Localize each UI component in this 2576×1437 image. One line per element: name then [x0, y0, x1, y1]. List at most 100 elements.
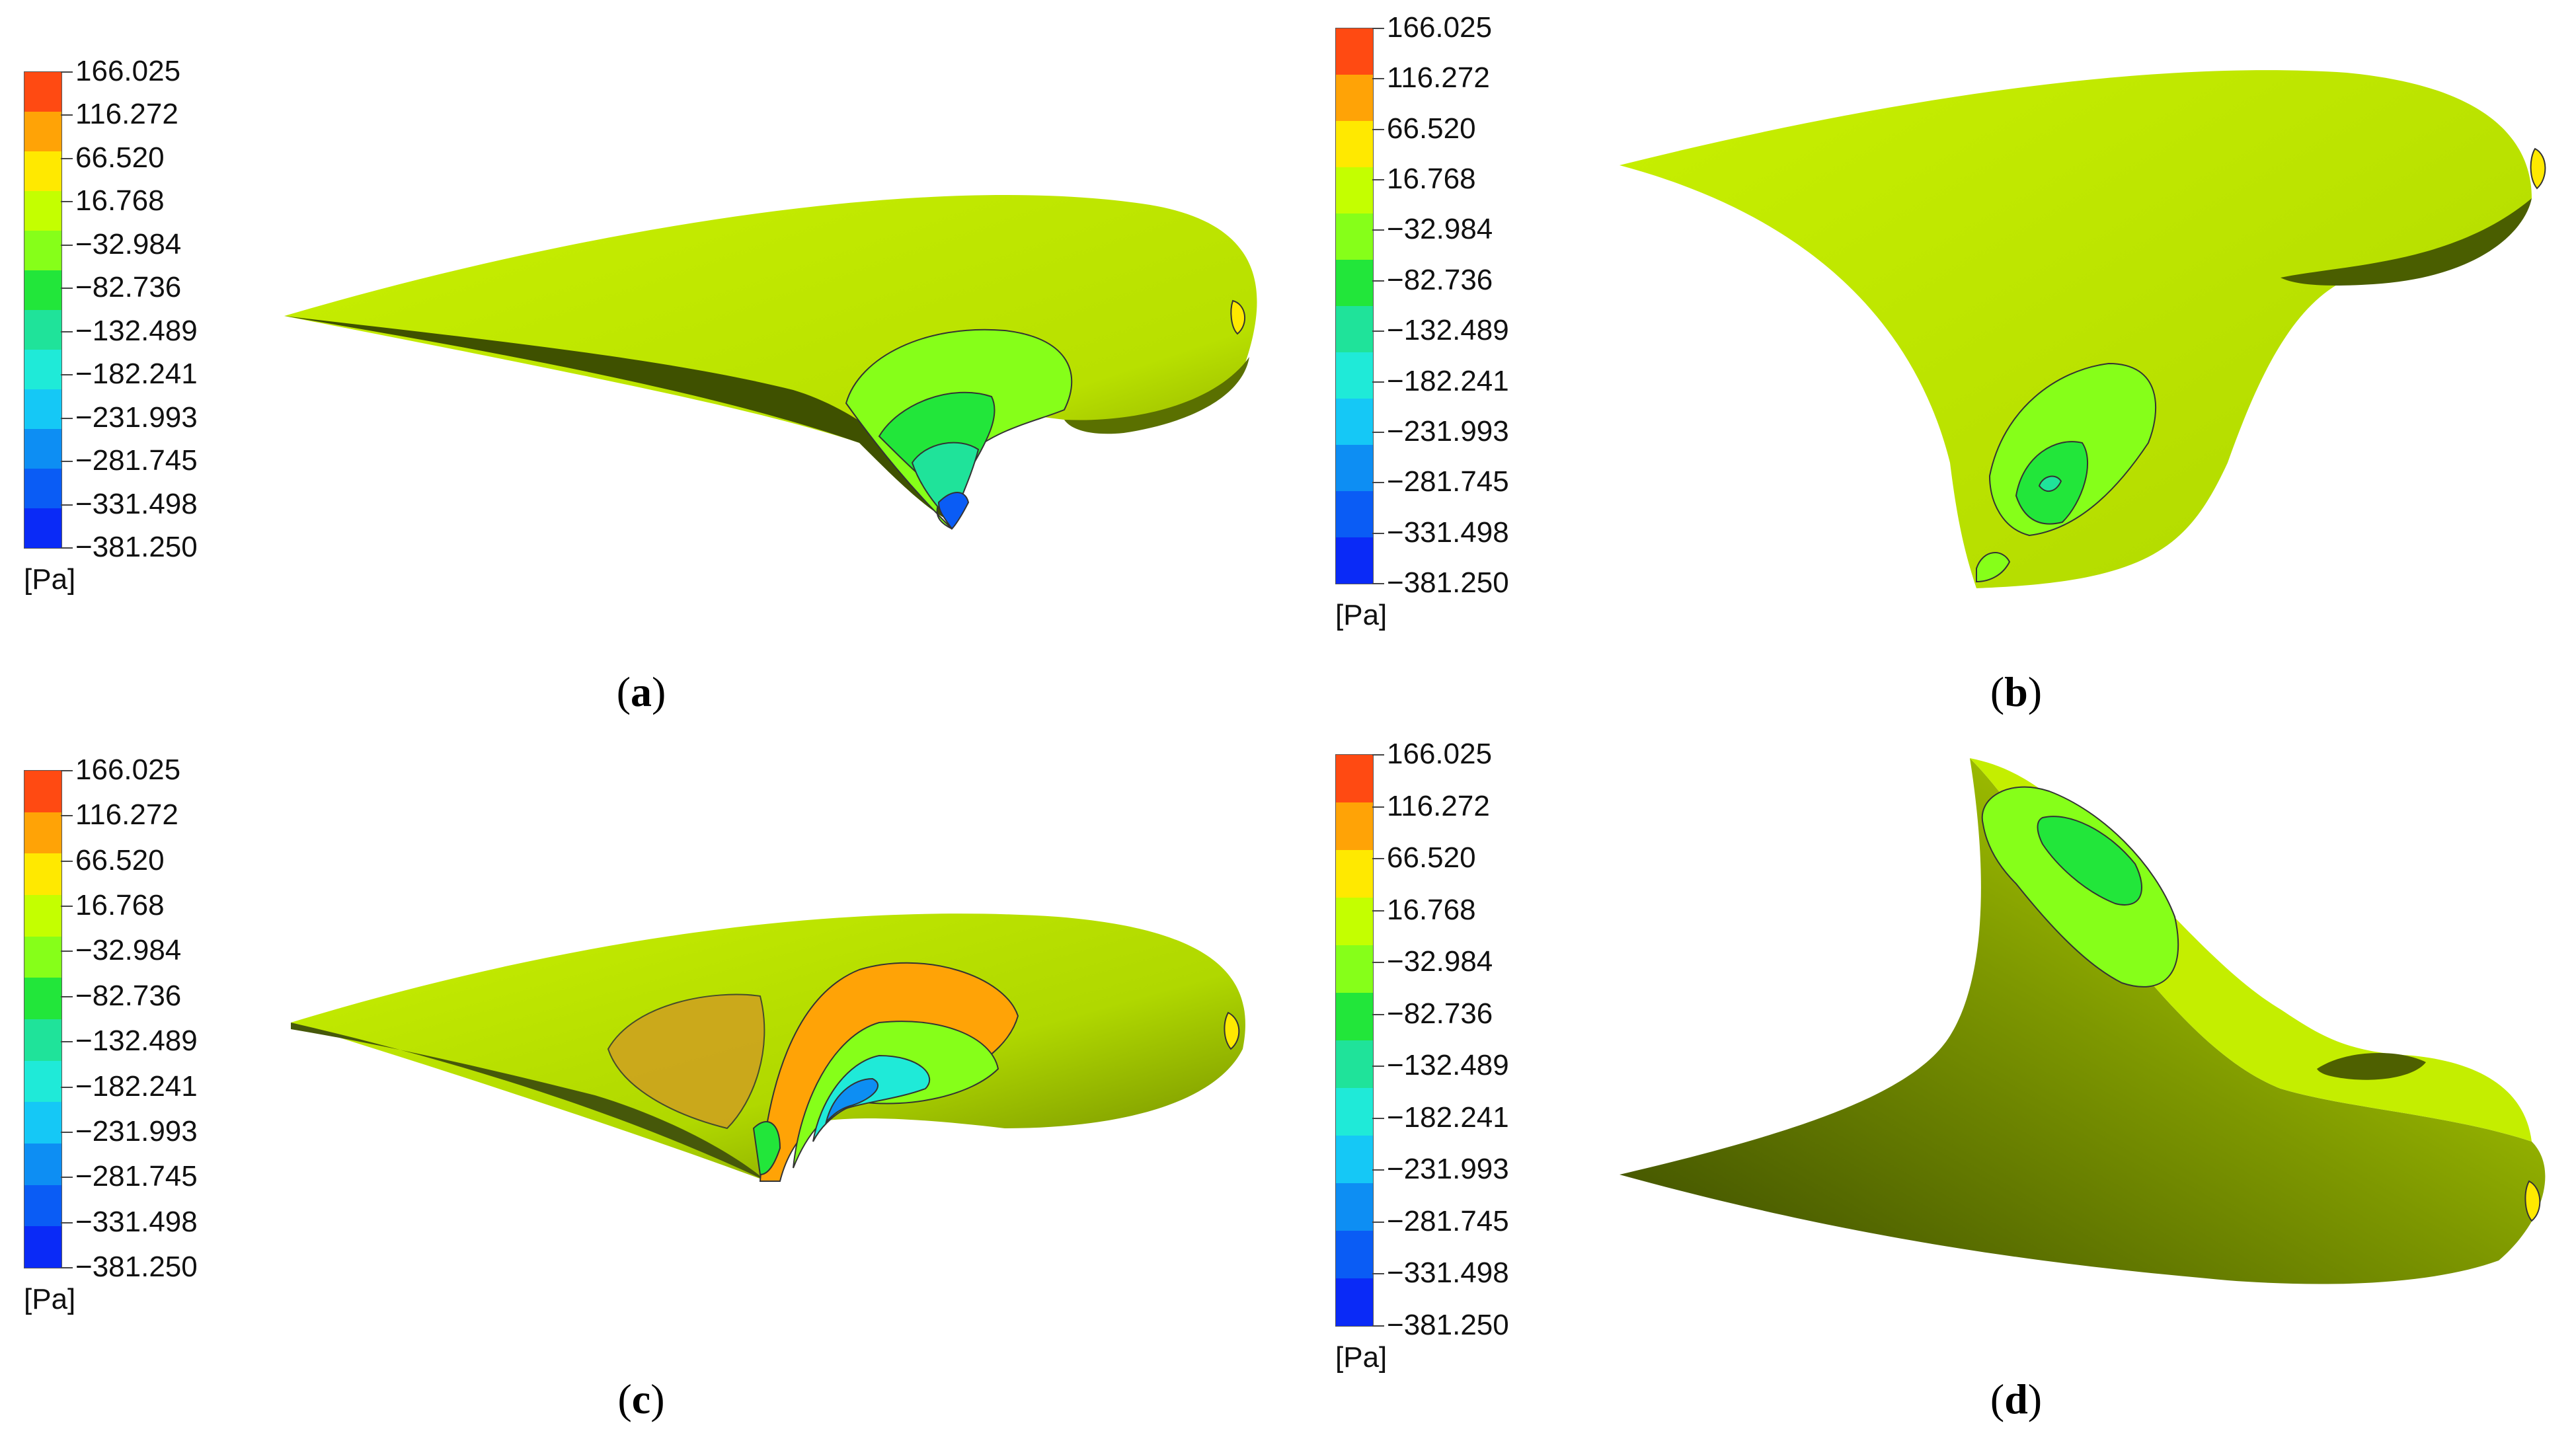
colorbar-tick-label: 116.272 [1387, 789, 1490, 822]
colorbar-tick [61, 71, 73, 73]
colorbar-tick [61, 815, 73, 817]
colorbar-unit: [Pa] [1335, 599, 1387, 631]
colorbar-tick-label: −281.745 [1387, 1204, 1509, 1237]
colorbar-tick-label: −331.498 [75, 487, 198, 520]
colorbar-tick [61, 1177, 73, 1179]
colorbar-cell [24, 978, 61, 1019]
colorbar-cell [1336, 399, 1373, 445]
colorbar-tick-label: 166.025 [75, 754, 181, 786]
colorbar-tick-label: 16.768 [75, 184, 165, 217]
caption-b: (b) [1990, 668, 2043, 715]
colorbar-tick [1372, 482, 1384, 484]
colorbar-cell [1336, 1231, 1373, 1278]
colorbar-tick-label: −231.993 [1387, 1153, 1509, 1186]
colorbar-cell [24, 72, 61, 112]
colorbar-tick-label: −32.984 [75, 227, 182, 260]
colorbar-cell [24, 1144, 61, 1185]
colorbar-tick [61, 951, 73, 952]
colorbar-tick [1372, 330, 1384, 332]
colorbar-tick [1372, 1325, 1384, 1327]
colorbar-tick-label: 66.520 [75, 843, 165, 876]
blade-surface-c [291, 913, 1245, 1182]
colorbar-cell [24, 853, 61, 895]
colorbar-tick-label: −132.489 [1387, 1049, 1509, 1082]
colorbar-cell [24, 151, 61, 191]
colorbar-cell [24, 936, 61, 978]
colorbar-tick [1372, 754, 1384, 756]
colorbar-tick-label: −281.745 [75, 1160, 198, 1193]
colorbar-cell [1336, 755, 1373, 802]
colorbar-tick-label: −231.993 [75, 401, 198, 434]
colorbar-tick-label: −331.498 [1387, 1257, 1509, 1290]
colorbar-tick-label: −231.993 [75, 1114, 198, 1147]
colorbar-tick-label: −381.250 [1387, 1309, 1509, 1341]
colorbar-tick [61, 906, 73, 908]
colorbar-tick-label: −82.736 [1387, 997, 1493, 1030]
colorbar-cell [1336, 802, 1373, 850]
colorbar-d [1335, 754, 1374, 1327]
colorbar-tick [1372, 1169, 1384, 1171]
colorbar-cell [24, 429, 61, 469]
colorbar-tick-label: −381.250 [75, 531, 198, 563]
colorbar-cell [24, 350, 61, 389]
colorbar-cell [24, 231, 61, 270]
colorbar-tick-label: −82.736 [75, 979, 182, 1012]
colorbar-tick [1372, 229, 1384, 231]
colorbar-tick-label: 116.272 [75, 798, 178, 832]
colorbar-tick-label: −182.241 [75, 1069, 198, 1103]
colorbar-cell [1336, 445, 1373, 491]
colorbar-tick [1372, 1221, 1384, 1223]
colorbar-cell [24, 191, 61, 231]
colorbar-tick-label: −82.736 [1387, 263, 1493, 296]
colorbar-tick-label: −231.993 [1387, 414, 1509, 447]
colorbar-tick-label: −182.241 [1387, 1101, 1509, 1134]
colorbar-cell [1336, 945, 1373, 993]
colorbar-tick-label: 16.768 [1387, 163, 1476, 196]
colorbar-tick [1372, 962, 1384, 964]
colorbar-cell [1336, 1183, 1373, 1231]
colorbar-tick [1372, 532, 1384, 534]
colorbar-tick-label: 66.520 [1387, 112, 1476, 145]
colorbar-tick [1372, 128, 1384, 130]
colorbar-tick-label: −281.745 [1387, 465, 1509, 498]
colorbar-tick [1372, 1066, 1384, 1068]
colorbar-tick [1372, 858, 1384, 860]
colorbar-tick-label: −32.984 [75, 934, 182, 967]
colorbar-tick [1372, 1117, 1384, 1119]
colorbar-tick-label: −32.984 [1387, 213, 1493, 246]
colorbar-tick-label: 16.768 [1387, 893, 1476, 926]
colorbar-tick-label: 166.025 [1387, 738, 1493, 770]
colorbar-tick-label: −82.736 [75, 271, 182, 304]
colorbar-cell [1336, 306, 1373, 352]
colorbar-tick [1372, 806, 1384, 808]
colorbar-cell [1336, 537, 1373, 584]
colorbar-tick-label: 166.025 [1387, 11, 1493, 44]
colorbar-cell [24, 812, 61, 854]
colorbar-tick-label: −381.250 [75, 1251, 198, 1283]
colorbar-cell [24, 508, 61, 548]
colorbar-tick [61, 1222, 73, 1223]
colorbar-cell [1336, 491, 1373, 537]
blade-surface-a [284, 195, 1257, 530]
colorbar-cell [1336, 898, 1373, 945]
colorbar-cell [1336, 352, 1373, 399]
colorbar-tick [1372, 179, 1384, 181]
colorbar-cell [24, 1019, 61, 1061]
colorbar-tick [61, 995, 73, 997]
colorbar-tick [61, 770, 73, 771]
colorbar-cell [1336, 28, 1373, 75]
colorbar-tick-label: 66.520 [75, 141, 165, 174]
colorbar-cell [1336, 167, 1373, 214]
colorbar-cell [24, 1226, 61, 1268]
colorbar-tick-label: −281.745 [75, 444, 198, 477]
panel-a: 166.025 116.272 66.520 16.768 −32.984 −82.736… [0, 0, 1289, 718]
colorbar-cell [1336, 850, 1373, 898]
colorbar-a [24, 71, 62, 549]
colorbar-tick [1372, 381, 1384, 383]
colorbar-cell [24, 310, 61, 350]
caption-a: (a) [616, 668, 666, 715]
colorbar-tick [1372, 280, 1384, 282]
colorbar-tick [61, 1267, 73, 1268]
colorbar-tick [61, 157, 73, 159]
colorbar-tick [1372, 910, 1384, 912]
